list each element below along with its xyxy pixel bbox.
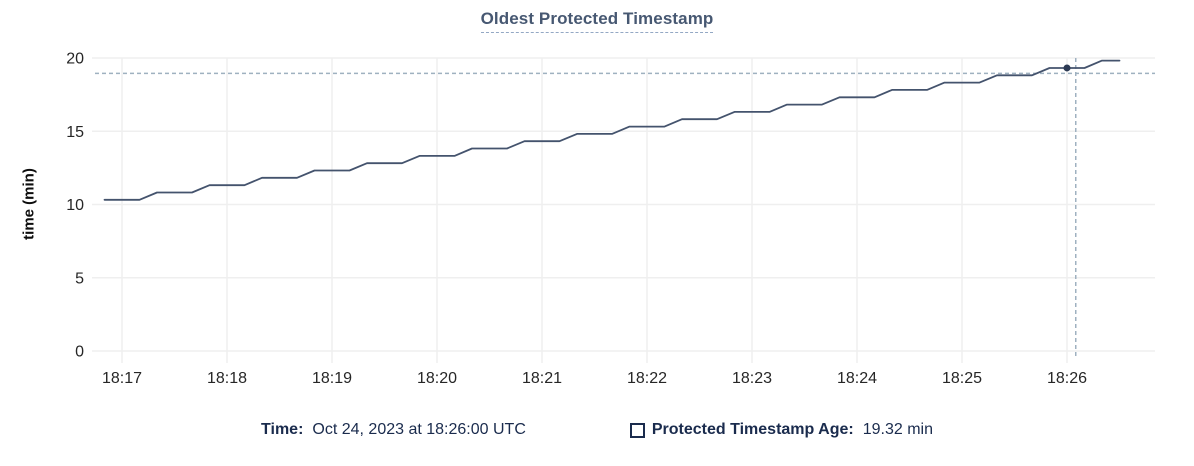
x-tick-label: 18:24 xyxy=(837,370,877,387)
series-line xyxy=(103,59,1121,201)
chart-hover-legend: Time: Oct 24, 2023 at 18:26:00 UTC Prote… xyxy=(0,421,1194,439)
hover-time-readout: Time: Oct 24, 2023 at 18:26:00 UTC xyxy=(261,421,526,439)
series-hover-value: 19.32 min xyxy=(862,421,933,438)
y-tick-label: 0 xyxy=(75,344,84,361)
series-name-label: Protected Timestamp Age: xyxy=(651,421,854,438)
legend-swatch-icon xyxy=(629,422,645,438)
hover-time-value: Oct 24, 2023 at 18:26:00 UTC xyxy=(312,421,526,438)
x-tick-label: 18:18 xyxy=(207,370,247,387)
hover-point-dot xyxy=(1063,64,1071,72)
y-tick-label: 20 xyxy=(66,51,84,68)
chart-header: Oldest Protected Timestamp xyxy=(0,9,1194,33)
x-tick-label: 18:26 xyxy=(1047,370,1087,387)
x-tick-label: 18:20 xyxy=(417,370,457,387)
y-tick-label: 5 xyxy=(75,270,84,287)
legend-series-toggle[interactable]: Protected Timestamp Age: 19.32 min xyxy=(629,421,933,439)
x-tick-label: 18:17 xyxy=(102,370,142,387)
x-tick-label: 18:21 xyxy=(522,370,562,387)
x-tick-label: 18:23 xyxy=(732,370,772,387)
hover-time-label: Time: xyxy=(261,421,304,438)
y-tick-label: 10 xyxy=(66,197,84,214)
x-tick-label: 18:19 xyxy=(312,370,352,387)
timeseries-line-chart[interactable]: 0 5 10 15 20 18:17 18:18 18:19 18:20 18:21 18:22 18… xyxy=(0,0,1194,412)
x-tick-label: 18:25 xyxy=(942,370,982,387)
chart-title[interactable]: Oldest Protected Timestamp xyxy=(480,9,714,33)
x-tick-label: 18:22 xyxy=(627,370,667,387)
y-tick-label: 15 xyxy=(66,124,84,141)
